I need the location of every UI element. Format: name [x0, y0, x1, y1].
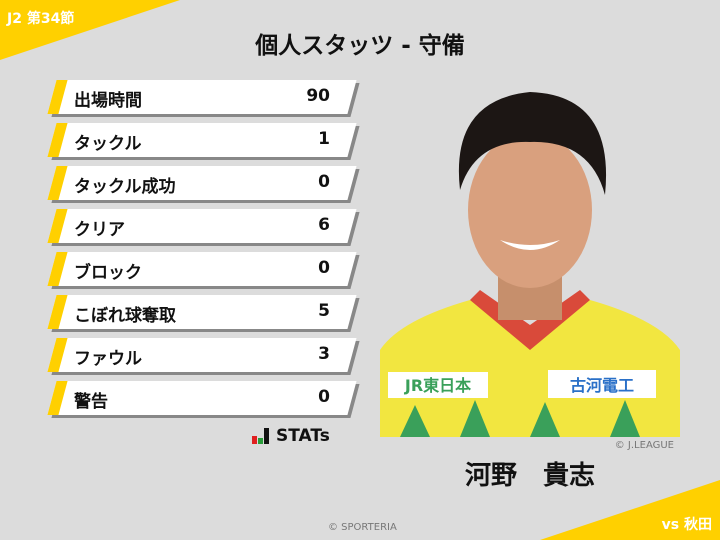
bar-chart-icon [252, 428, 269, 444]
corner-decoration [540, 480, 720, 540]
corner-decoration [0, 0, 180, 60]
stat-row: こぼれ球奪取 5 [47, 295, 360, 332]
stat-value: 6 [318, 215, 330, 235]
photo-credit: © J.LEAGUE [614, 440, 674, 451]
stats-logo: STATs [252, 426, 330, 446]
sponsor-jr: JR東日本 [404, 376, 471, 395]
stat-row: 出場時間 90 [47, 80, 360, 117]
stat-row: タックル 1 [47, 123, 360, 160]
stat-value: 5 [318, 301, 330, 321]
opponent-label: vs 秋田 [661, 517, 712, 533]
stat-row: ブロック 0 [47, 252, 360, 289]
stat-label: タックル [74, 134, 142, 154]
stat-label: 出場時間 [74, 91, 142, 111]
stat-value: 0 [318, 387, 330, 407]
player-photo: JR東日本 古河電工 [380, 80, 680, 437]
round-label: J2 第34節 [7, 11, 75, 27]
stat-row: ファウル 3 [47, 338, 360, 375]
stat-value: 0 [318, 258, 330, 278]
stat-value: 3 [318, 344, 330, 364]
stat-label: ファウル [74, 349, 142, 369]
stat-row: クリア 6 [47, 209, 360, 246]
stat-label: こぼれ球奪取 [74, 306, 176, 326]
sponsor-furukawa: 古河電工 [570, 376, 634, 395]
stat-label: 警告 [74, 392, 108, 412]
stat-row: タックル成功 0 [47, 166, 360, 203]
stat-label: クリア [74, 220, 125, 240]
copyright: © SPORTERIA [328, 522, 397, 533]
stat-value: 90 [306, 86, 330, 106]
player-name: 河野 貴志 [464, 461, 595, 491]
stat-row: 警告 0 [47, 381, 360, 418]
stat-value: 0 [318, 172, 330, 192]
page-title: 個人スタッツ - 守備 [255, 33, 465, 59]
stat-label: ブロック [74, 263, 142, 283]
stat-label: タックル成功 [74, 177, 176, 197]
stat-value: 1 [318, 129, 330, 149]
